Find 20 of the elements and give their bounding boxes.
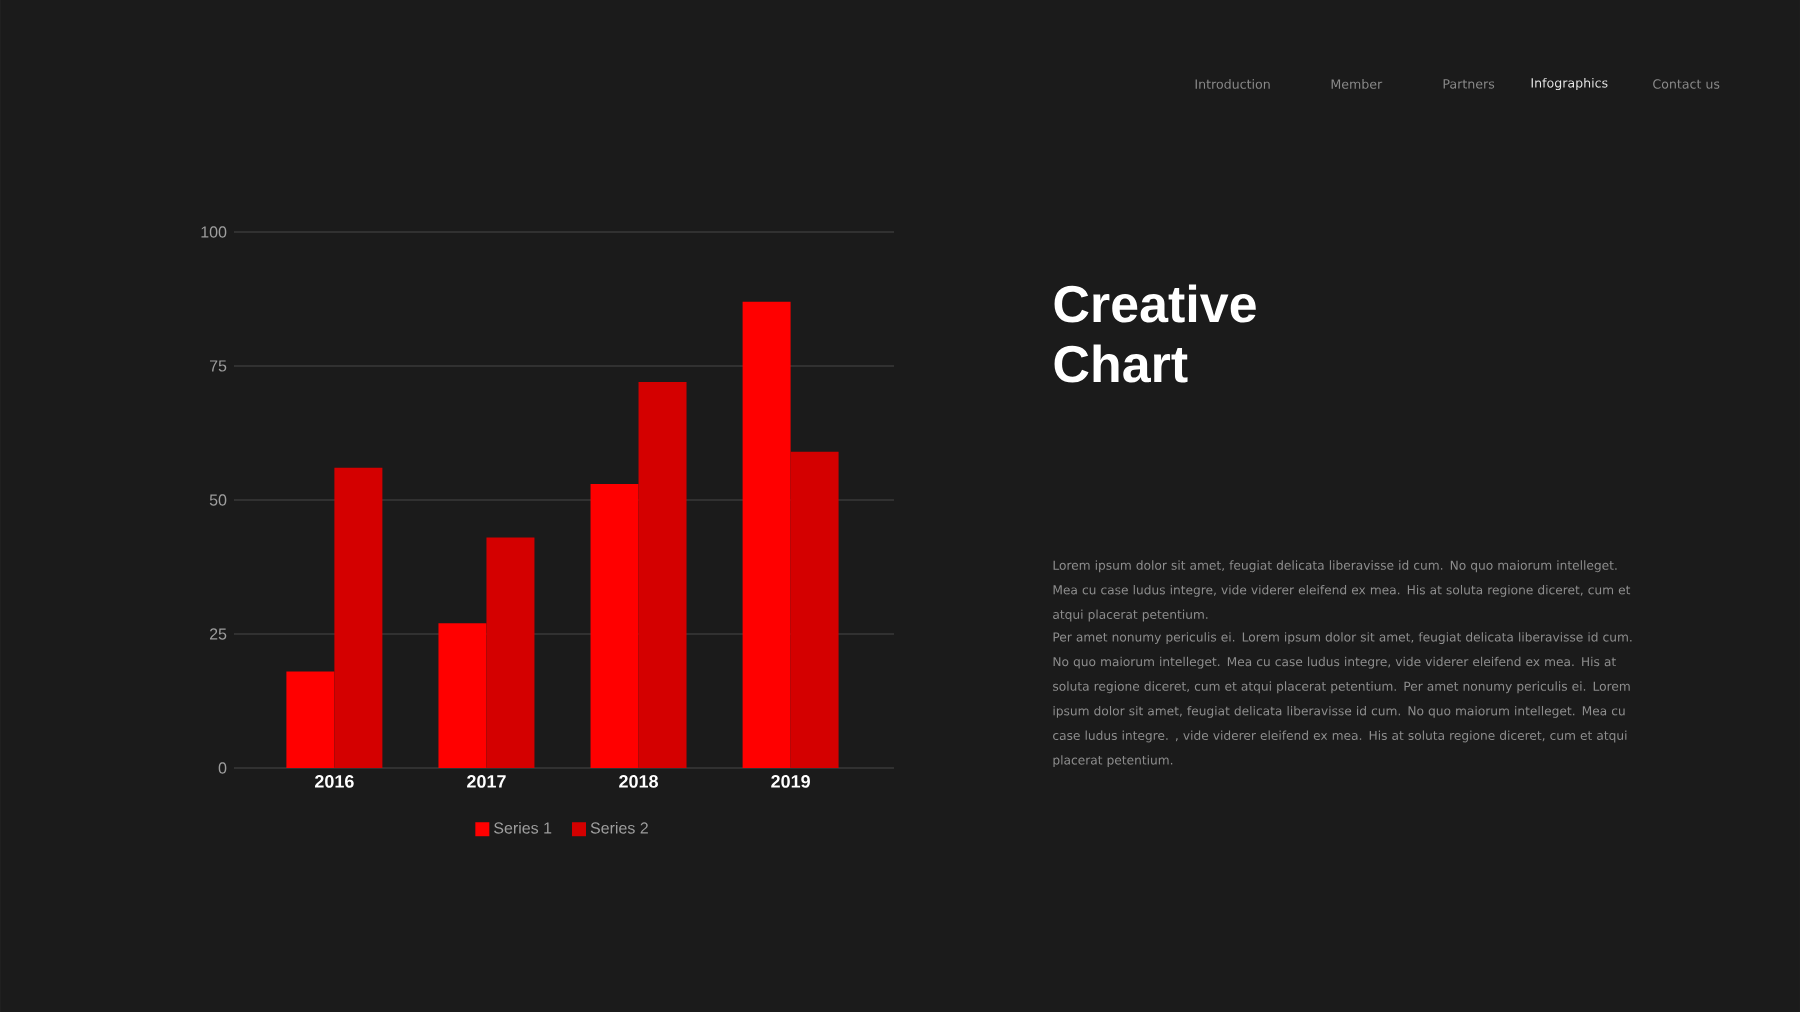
legend-label: Series 2 — [590, 821, 648, 834]
y-tick-label: 75 — [209, 360, 227, 372]
y-tick-label: 25 — [209, 628, 227, 640]
x-tick-label: 2016 — [314, 775, 354, 788]
y-tick-label: 0 — [218, 762, 227, 774]
bar — [286, 671, 335, 768]
legend-label: Series 1 — [494, 821, 552, 834]
y-tick-label: 100 — [201, 226, 227, 238]
text: Creative Chart — [1054, 284, 1256, 383]
x-tick-label: 2019 — [771, 775, 810, 788]
x-tick-label: 2017 — [467, 775, 506, 788]
bar — [638, 382, 687, 768]
bar — [742, 301, 791, 768]
bar — [790, 451, 839, 768]
bar — [486, 537, 535, 768]
y-tick-label: 50 — [209, 494, 227, 506]
bar — [334, 467, 383, 768]
x-tick-label: 2018 — [619, 775, 659, 788]
bar — [438, 623, 487, 768]
bar — [590, 483, 639, 768]
